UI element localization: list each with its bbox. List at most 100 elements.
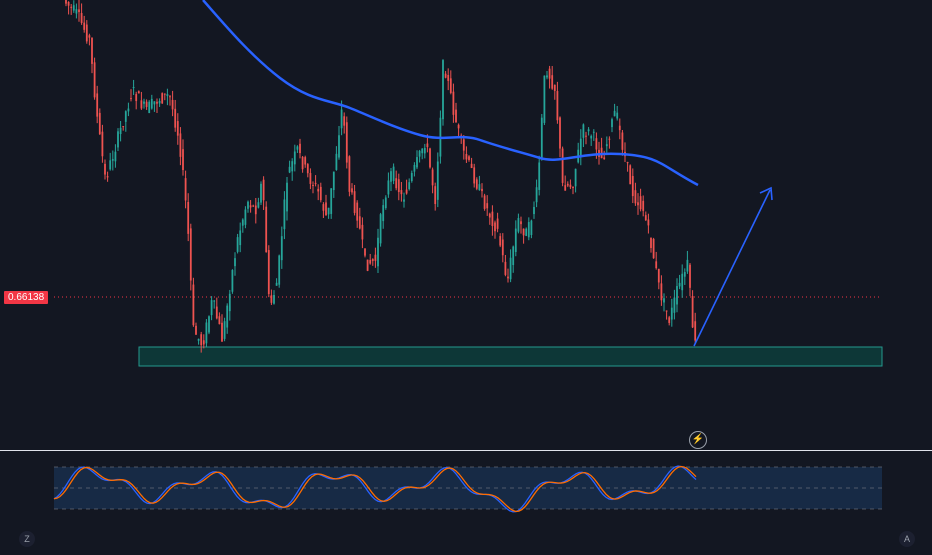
candle-body [369, 260, 372, 264]
candle-body [400, 190, 403, 195]
candle-body [221, 322, 223, 342]
candle-body [387, 180, 390, 195]
candle-body [522, 228, 525, 236]
candle-body [314, 182, 317, 184]
candle-body [559, 117, 561, 149]
candle-body [587, 129, 590, 132]
candle-body [650, 237, 652, 248]
candle-body [226, 305, 229, 328]
candle-body [384, 197, 387, 209]
candle-body [442, 60, 444, 120]
candle-body [566, 183, 569, 186]
candle-body [322, 204, 325, 211]
candle-body [431, 169, 434, 186]
candle-body [127, 108, 130, 112]
candle-body [83, 22, 86, 30]
candle-body [686, 259, 689, 272]
candle-body [499, 236, 502, 246]
candle-body [468, 156, 470, 160]
candle-body [215, 306, 218, 319]
candle-body [158, 101, 161, 104]
candle-body [548, 68, 551, 79]
candle-body [130, 98, 132, 100]
candle-body [265, 206, 268, 253]
candle-body [348, 156, 351, 192]
candle-body [325, 202, 327, 216]
candle-body [343, 116, 346, 126]
candle-body [436, 161, 439, 200]
support-zone [138, 346, 883, 367]
pane-divider[interactable] [0, 450, 932, 451]
candle-body [228, 293, 231, 312]
candle-body [543, 75, 546, 123]
candle-body [647, 219, 650, 226]
candle-body [153, 101, 156, 105]
candle-body [351, 188, 353, 193]
candle-body [465, 153, 468, 160]
candle-body [574, 168, 577, 187]
candle-body [353, 191, 356, 213]
candle-body [397, 179, 400, 193]
candle-body [629, 165, 632, 185]
candle-body [408, 182, 411, 190]
candle-body [301, 156, 304, 170]
candle-body [239, 230, 242, 246]
candle-body [101, 131, 104, 157]
candle-body [156, 101, 158, 104]
candle-body [80, 13, 83, 23]
candle-body [663, 298, 665, 303]
candle-body [496, 218, 499, 229]
candle-body [335, 153, 338, 170]
candle-body [358, 216, 361, 229]
candle-body [603, 157, 606, 160]
candle-body [148, 101, 151, 114]
lightning-icon[interactable]: ⚡ [689, 431, 707, 449]
candle-body [535, 187, 538, 203]
candle-body [65, 0, 67, 4]
candle-body [202, 340, 205, 345]
candle-body [163, 93, 166, 95]
candle-body [143, 101, 145, 104]
candle-body [291, 161, 294, 172]
candle-body [299, 143, 301, 154]
candle-body [514, 228, 517, 252]
candle-body [683, 272, 686, 277]
candle-body [330, 188, 333, 214]
candle-body [540, 117, 543, 159]
auto-scale-button[interactable]: A [899, 531, 915, 547]
candle-body [122, 126, 125, 128]
candle-body [169, 96, 171, 98]
candle-body [462, 139, 465, 151]
candle-body [470, 163, 473, 169]
candle-body [200, 334, 203, 346]
candle-body [293, 151, 296, 165]
candle-body [423, 147, 426, 154]
candle-body [234, 258, 236, 267]
candle-body [150, 98, 153, 109]
candle-body [517, 218, 520, 232]
candle-body [197, 338, 200, 341]
candle-body [395, 178, 398, 189]
candle-body [67, 1, 70, 6]
candle-body [644, 215, 647, 221]
candle-body [241, 219, 244, 226]
candle-body [403, 199, 405, 202]
candle-body [218, 316, 221, 325]
candle-body [455, 109, 457, 123]
candle-body [106, 176, 109, 178]
candle-body [312, 184, 314, 186]
candle-body [426, 143, 429, 148]
candle-body [551, 75, 554, 89]
candle-body [319, 186, 322, 201]
candle-body [364, 248, 366, 256]
candle-body [694, 321, 697, 341]
candle-body [605, 144, 608, 147]
candle-body [109, 160, 112, 170]
candle-body [556, 91, 559, 121]
scale-toggle-button[interactable]: Z [19, 531, 35, 547]
candle-body [673, 297, 676, 313]
candle-body [533, 206, 535, 215]
candle-body [621, 132, 624, 150]
